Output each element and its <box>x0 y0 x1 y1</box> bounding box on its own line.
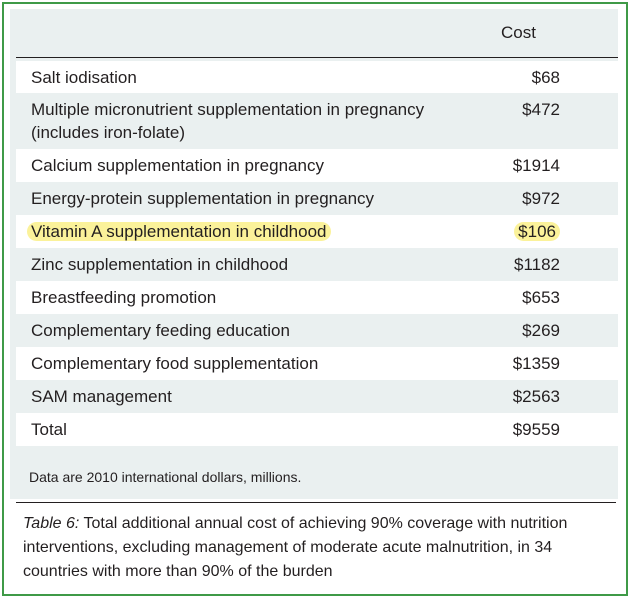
table-row-energy-protein: Energy-protein supplementation in pregna… <box>16 182 618 215</box>
row-label: SAM management <box>31 387 172 406</box>
row-label: Zinc supplementation in childhood <box>31 255 289 274</box>
row-label: Complementary feeding education <box>31 321 290 340</box>
table-caption: Table 6: Total additional annual cost of… <box>23 512 618 584</box>
table-row-complementary-feeding-education: Complementary feeding education $269 <box>16 314 618 347</box>
row-label: Energy-protein supplementation in pregna… <box>31 189 375 208</box>
table-row-vitamin-a: Vitamin A supplementation in childhood $… <box>16 215 618 248</box>
row-cost: $653 <box>522 288 560 307</box>
row-cost: $9559 <box>512 420 560 439</box>
table-row-zinc: Zinc supplementation in childhood $1182 <box>16 248 618 281</box>
table-panel: Cost Salt iodisation $68 Multiple micron… <box>10 9 618 499</box>
table-row-sam-management: SAM management $2563 <box>16 380 618 413</box>
highlight-mark: Vitamin A supplementation in childhood <box>27 222 331 241</box>
row-cost: $1914 <box>512 156 560 175</box>
cost-column-header: Cost <box>501 23 536 42</box>
row-cost: $472 <box>522 100 560 119</box>
row-label-line1: Multiple micronutrient supplementation i… <box>31 100 425 119</box>
row-label: Total <box>31 420 67 439</box>
table-row-salt-iodisation: Salt iodisation $68 <box>16 61 618 93</box>
row-cost: $1359 <box>512 354 560 373</box>
row-cost: $972 <box>522 189 560 208</box>
table-row-calcium: Calcium supplementation in pregnancy $19… <box>16 149 618 182</box>
row-label-highlighted: Vitamin A supplementation in childhood <box>27 220 331 243</box>
row-label: Complementary food supplementation <box>31 354 319 373</box>
table-row-multiple-micronutrient: Multiple micronutrient supplementation i… <box>16 93 618 149</box>
row-label: Calcium supplementation in pregnancy <box>31 156 324 175</box>
caption-label: Table 6: <box>23 515 80 532</box>
highlight-mark: $106 <box>514 222 560 241</box>
row-label-line2: (includes iron-folate) <box>31 123 186 142</box>
row-cost: $68 <box>531 68 560 87</box>
row-label: Breastfeeding promotion <box>31 288 217 307</box>
caption-text: Total additional annual cost of achievin… <box>23 515 568 580</box>
row-cost: $269 <box>522 321 560 340</box>
row-cost: $1182 <box>513 255 560 274</box>
caption-divider <box>16 502 616 503</box>
table-footnote: Data are 2010 international dollars, mil… <box>29 469 302 485</box>
row-cost-highlighted: $106 <box>514 220 560 243</box>
row-label: Salt iodisation <box>31 68 137 87</box>
table-row-total: Total $9559 <box>16 413 618 446</box>
row-cost: $2563 <box>512 387 560 406</box>
table-row-complementary-food-supplementation: Complementary food supplementation $1359 <box>16 347 618 380</box>
header-divider <box>16 57 618 58</box>
table-row-breastfeeding: Breastfeeding promotion $653 <box>16 281 618 314</box>
